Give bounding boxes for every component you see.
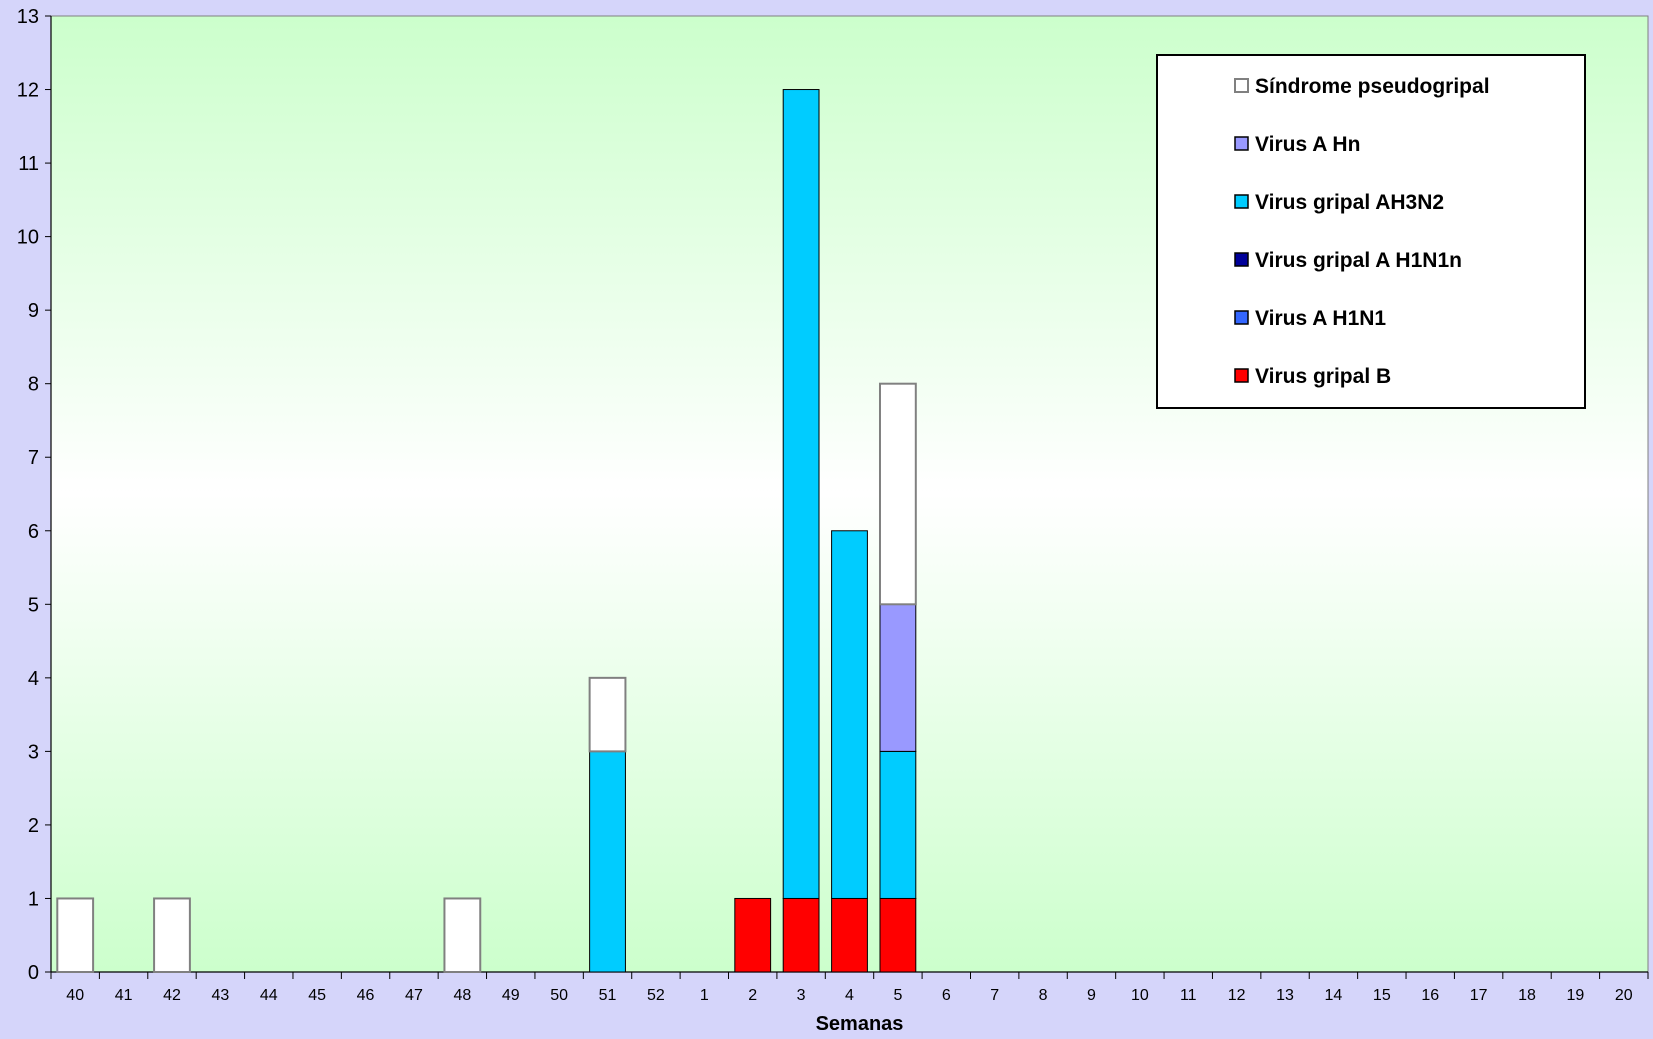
x-tick-label: 49 [502, 987, 520, 1004]
y-tick-label: 0 [28, 962, 39, 984]
x-tick-label: 4 [845, 987, 854, 1004]
x-tick-label: 14 [1325, 987, 1343, 1004]
legend-label: Virus gripal A H1N1n [1255, 249, 1462, 272]
y-tick-label: 5 [28, 594, 39, 616]
x-tick-label: 17 [1470, 987, 1488, 1004]
legend-label: Virus gripal AH3N2 [1255, 191, 1444, 214]
x-tick-label: 15 [1373, 987, 1391, 1004]
x-tick-label: 3 [797, 987, 806, 1004]
bar-segment [153, 897, 191, 974]
bar-segment [734, 897, 772, 973]
legend-swatch [1234, 310, 1249, 325]
legend-box [1156, 54, 1586, 409]
bar-segment [588, 676, 627, 753]
bar-segment [56, 897, 95, 974]
x-tick-label: 10 [1131, 987, 1149, 1004]
x-tick-label: 42 [163, 987, 181, 1004]
bar-segment [589, 750, 626, 973]
x-tick-label: 7 [990, 987, 999, 1004]
x-tick-label: 9 [1087, 987, 1096, 1004]
y-tick-label: 2 [28, 815, 39, 837]
x-tick-label: 40 [66, 987, 84, 1004]
legend-swatch [1234, 136, 1249, 151]
x-tick-label: 43 [211, 987, 229, 1004]
legend-label: Virus A H1N1 [1255, 307, 1386, 330]
y-tick-label: 11 [18, 153, 39, 175]
bar-segment [831, 897, 868, 973]
y-tick-label: 12 [17, 80, 39, 102]
y-tick-label: 10 [17, 227, 39, 249]
x-tick-label: 51 [599, 987, 617, 1004]
y-tick-label: 1 [28, 888, 39, 910]
bars [56, 89, 917, 974]
bar-segment [443, 897, 482, 974]
x-tick-label: 19 [1567, 987, 1585, 1004]
x-tick-label: 6 [942, 987, 951, 1004]
x-tick-label: 5 [893, 987, 902, 1004]
legend-label: Virus gripal B [1255, 365, 1391, 388]
x-tick-label: 1 [700, 987, 709, 1004]
x-tick-label: 41 [115, 987, 133, 1004]
y-tick-label: 13 [17, 6, 39, 28]
y-tick-label: 4 [28, 668, 39, 690]
y-tick-label: 3 [28, 741, 39, 763]
x-tick-label: 8 [1039, 987, 1048, 1004]
legend: Síndrome pseudogripal Virus A Hn Virus gri… [1156, 54, 1586, 409]
legend-swatch [1234, 368, 1249, 383]
legend-swatch [1234, 252, 1249, 267]
legend-swatch [1234, 78, 1249, 93]
x-tick-label: 16 [1421, 987, 1439, 1004]
x-tick-label: 2 [748, 987, 757, 1004]
x-tick-label: 12 [1228, 987, 1246, 1004]
legend-label: Virus A Hn [1255, 133, 1360, 156]
x-tick-label: 50 [550, 987, 568, 1004]
bar-segment [879, 897, 917, 973]
bar-segment [782, 897, 820, 973]
bar-segment [878, 382, 917, 606]
y-tick-label: 6 [28, 521, 39, 543]
bar-segment [782, 89, 820, 899]
bar-segment [879, 603, 917, 752]
y-tick-label: 7 [28, 447, 39, 469]
x-axis: 40 41 42 43 44 45 46 47 48 49 50 51 52 1 2 3 4 5 6 7 8 9 10 11 1… [50, 971, 1649, 1004]
y-tick-label: 9 [28, 300, 39, 322]
x-tick-label: 44 [260, 987, 278, 1004]
y-tick-label: 8 [28, 374, 39, 396]
bar-segment [879, 750, 917, 899]
x-tick-label: 52 [647, 987, 665, 1004]
x-tick-label: 48 [453, 987, 471, 1004]
x-axis-title: Semanas [816, 1013, 904, 1034]
legend-swatch [1234, 194, 1249, 209]
x-tick-label: 46 [357, 987, 375, 1004]
legend-label: Síndrome pseudogripal [1255, 75, 1490, 98]
x-tick-label: 13 [1276, 987, 1294, 1004]
x-tick-label: 47 [405, 987, 423, 1004]
x-tick-label: 20 [1615, 987, 1633, 1004]
x-tick-label: 18 [1518, 987, 1536, 1004]
bar-segment [831, 530, 868, 899]
x-tick-label: 45 [308, 987, 326, 1004]
x-tick-label: 11 [1180, 987, 1197, 1004]
